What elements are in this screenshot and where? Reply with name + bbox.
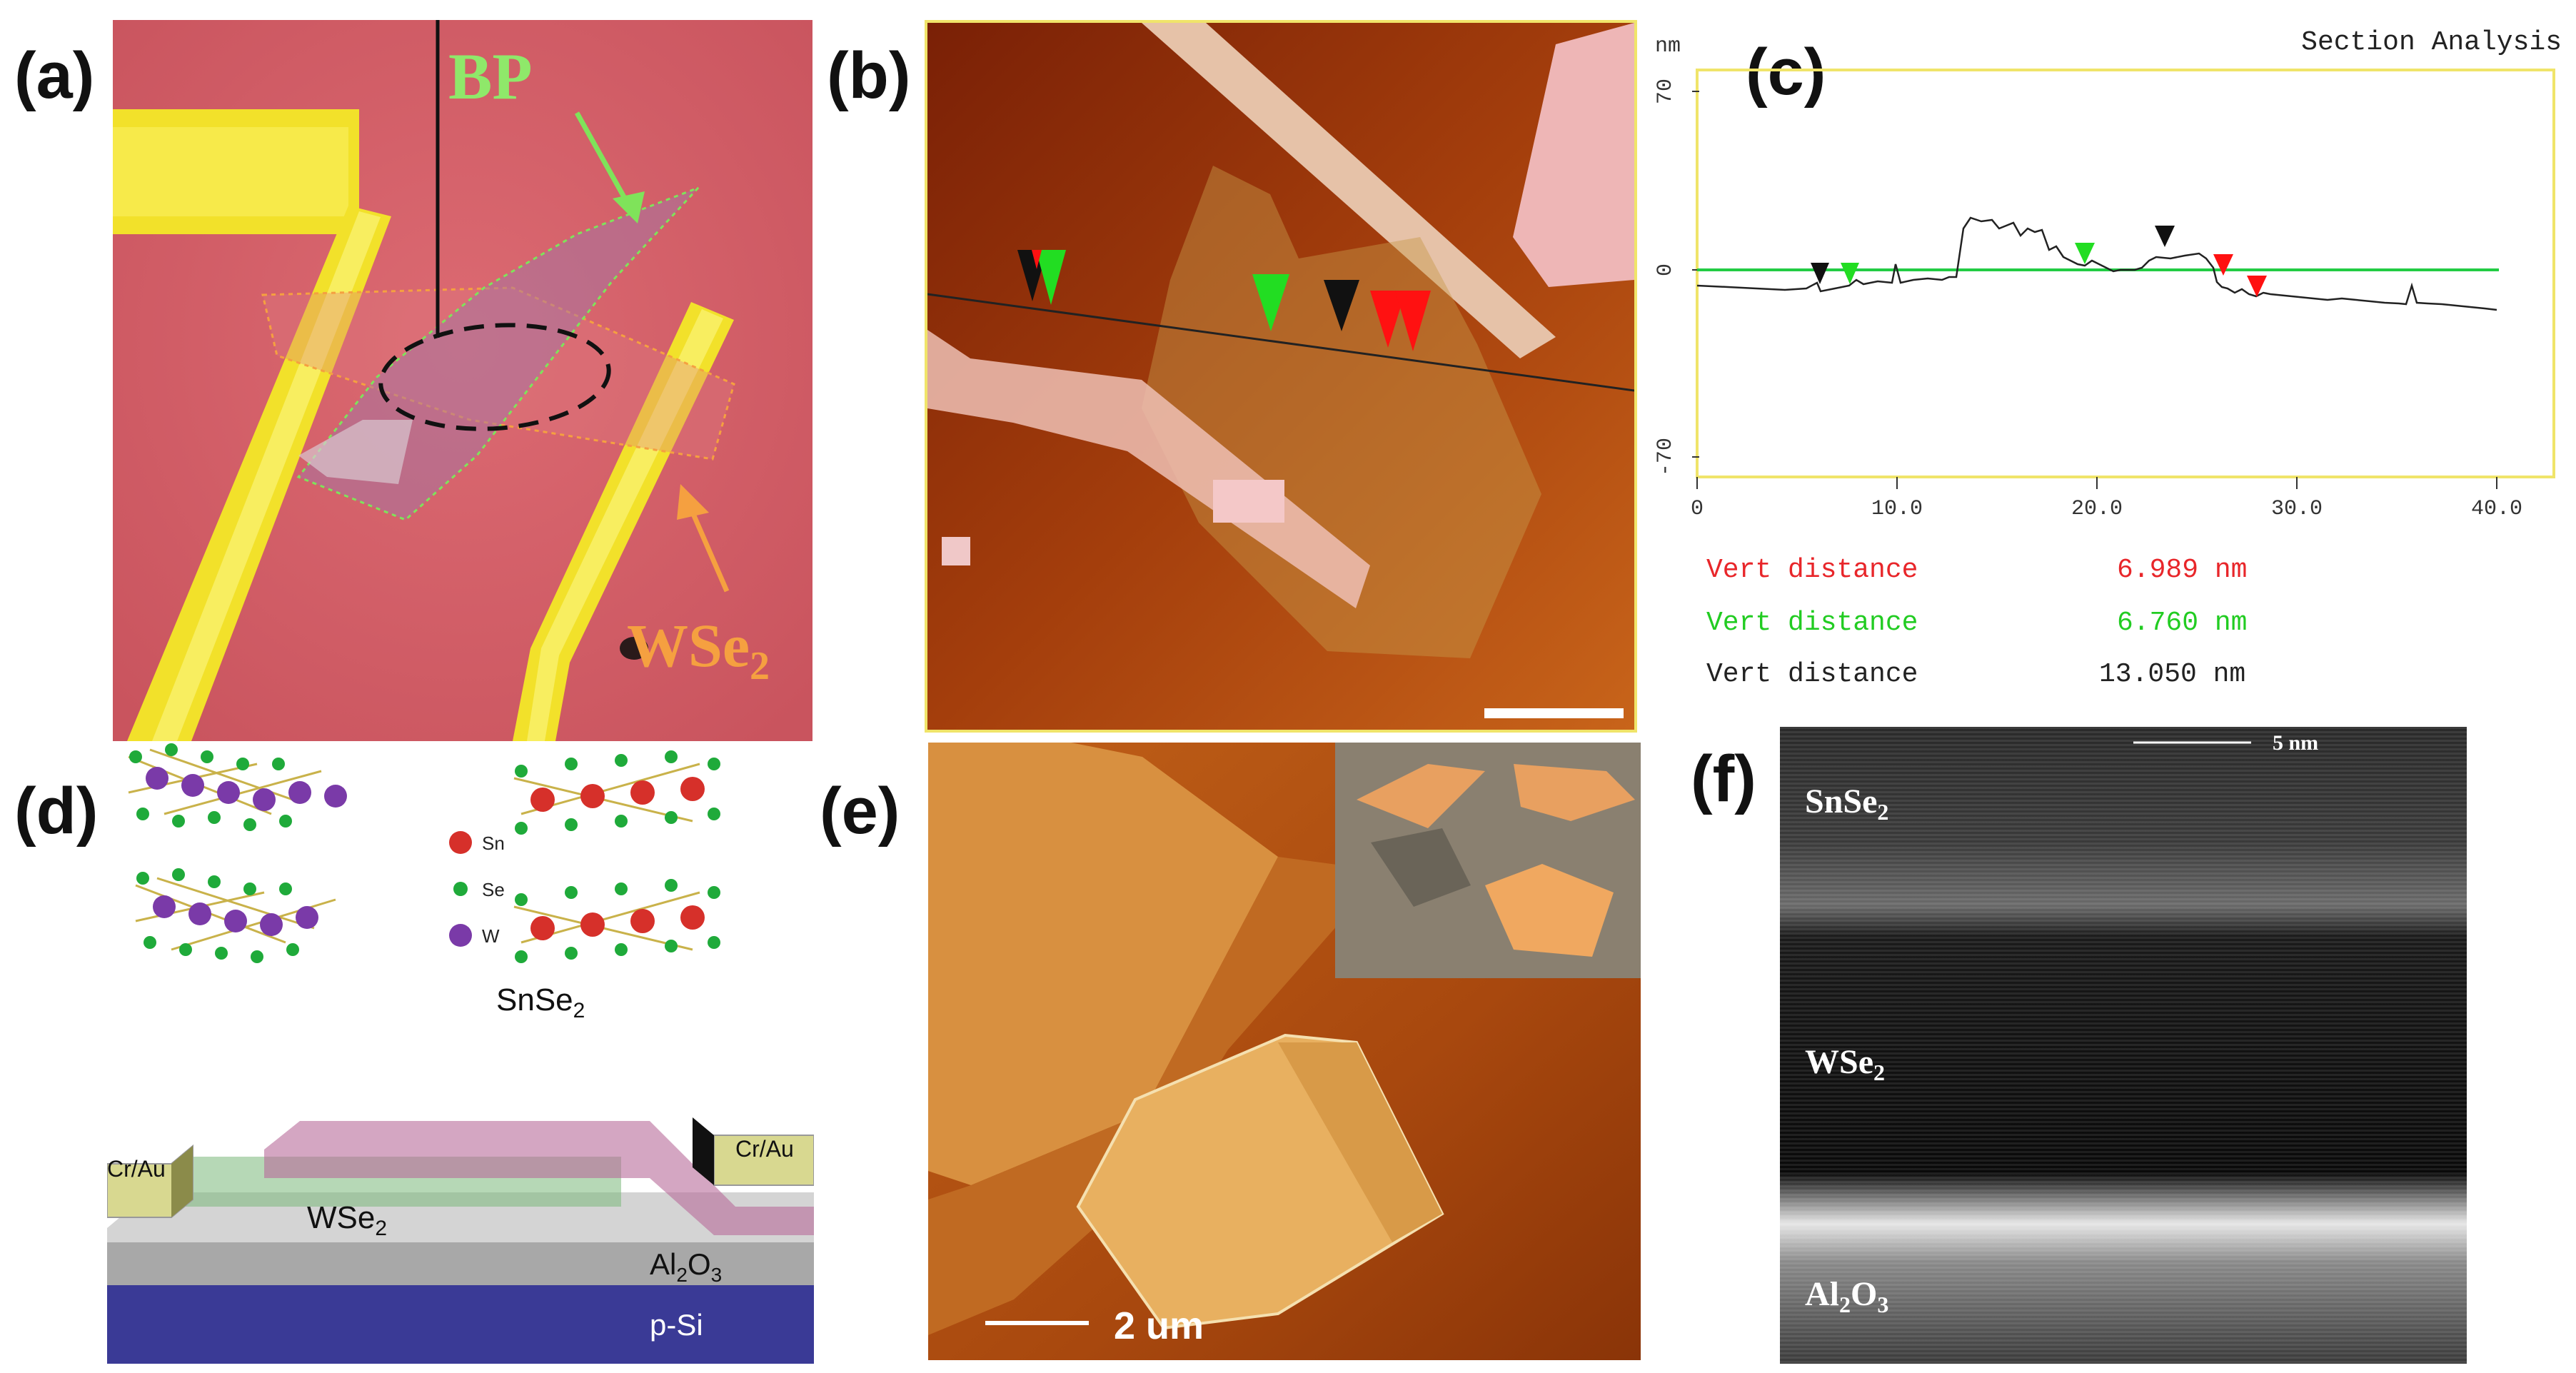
legend-w-dot [449,924,472,947]
x-tick-40: 40.0 [2471,497,2522,521]
panel-a-optical-image: BP WSe2 [113,20,812,741]
se-atoms-snse2 [515,750,720,963]
section-analysis-title: Section Analysis [2301,27,2562,58]
vert-distance-value-green: 6.760 nm [2117,608,2247,638]
panel-a-label: (a) [14,39,95,112]
overlap-region-ellipse [378,323,611,431]
scale-label-f: 5 nm [2273,731,2318,755]
vert-distance-label-black: Vert distance [1706,659,1918,690]
p-si-label: p-Si [650,1308,703,1342]
sn-atoms [530,777,705,940]
flake-diagonal [1142,23,1556,358]
marker-green-2 [1252,274,1289,331]
flake-lower-left [927,330,1370,608]
panel-b-label: (b) [827,39,911,112]
legend-w-label: W [482,925,500,947]
vert-distance-label-green: Vert distance [1706,608,1918,638]
scale-label-e: 2 um [1114,1304,1204,1347]
profile-marker-black-1 [1811,263,1829,284]
y-unit-label: nm [1655,34,1681,59]
y-tick-70: 70 [1654,79,1678,104]
x-tick-30: 30.0 [2271,497,2323,521]
bp-arrow [574,111,630,203]
plot-frame [1696,69,2555,478]
profile-marker-green-1 [1841,263,1859,284]
panel-c-label: (c) [1746,36,1826,109]
contact-right-label: Cr/Au [735,1136,794,1162]
flake-top-right [1513,23,1634,287]
marker-red-2 [1395,291,1431,351]
marker-black-2 [1324,280,1359,331]
marker-red-1 [1370,291,1406,348]
se-atoms [129,743,299,963]
marker-green-1 [1036,250,1066,305]
wse2-label-d: WSe2 [307,1200,387,1240]
contact-left-label: Cr/Au [107,1156,166,1182]
x-tick-0: 0 [1691,497,1704,521]
afm-topography-e: 2 um [928,743,1641,1360]
x-tick-10: 10.0 [1871,497,1923,521]
profile-marker-green-2 [2075,243,2095,264]
legend-sn-label: Sn [482,833,505,854]
bp-label: BP [448,40,533,113]
x-tick-20: 20.0 [2071,497,2123,521]
al2o3-layer-label: Al2O3 [1805,1275,1888,1317]
panel-f-label: (f) [1691,743,1756,815]
profile-marker-red-2 [2247,276,2267,297]
panel-d-device-schematic: Sn Se W Cr/Au Cr/Au SnSe2 WSe2 Al2O3 p-S… [107,735,814,1364]
snse2-label: SnSe2 [496,982,585,1022]
profile-marker-black-2 [2155,226,2175,247]
panel-f-tem-image: 5 nm SnSe2 WSe2 Al2O3 [1780,727,2467,1364]
panel-e-afm-image: 2 um [928,743,1641,1360]
panel-d-label: (d) [14,775,99,848]
y-tick-neg70: -70 [1654,438,1678,476]
p-si-layer [107,1285,814,1364]
al2o3-layer [107,1242,814,1285]
snse2-layer [264,1121,814,1235]
w-atoms [146,767,347,936]
vert-distance-value-red: 6.989 nm [2117,555,2247,585]
wse2-label: WSe2 [627,611,770,688]
legend-se-label: Se [482,879,505,900]
height-profile [1696,216,2497,311]
profile-marker-red-1 [2213,254,2233,276]
section-profile-chart: nm 70 0 -70 0 10.0 20.0 30.0 40.0 Vert [1654,34,2555,690]
tem-cross-section-f: 5 nm SnSe2 WSe2 Al2O3 [1780,727,2467,1364]
panel-b-afm-image [925,20,1637,733]
section-line [927,293,1634,392]
wse2-layer-label: WSe2 [1805,1043,1885,1085]
legend-sn-dot [449,831,472,854]
legend-se-dot [453,882,468,896]
optical-micrograph-a: BP WSe2 [113,20,812,741]
device-schematic-d: Sn Se W Cr/Au Cr/Au SnSe2 WSe2 Al2O3 p-S… [107,743,814,1364]
vert-distance-value-black: 13.050 nm [2099,659,2245,690]
panel-c-section-analysis: Section Analysis nm 70 0 -70 0 10.0 20.0… [1642,14,2576,714]
y-tick-0: 0 [1654,263,1678,276]
al2o3-label-d: Al2O3 [650,1247,722,1286]
scale-bar-e [985,1321,1089,1325]
scale-bar-b [1484,708,1624,718]
flake-top-left [928,743,1278,1185]
vert-distance-label-red: Vert distance [1706,555,1918,585]
snse2-layer-label: SnSe2 [1805,783,1888,825]
flake-central [1142,166,1541,658]
panel-e-label: (e) [820,775,900,848]
afm-topography-b [927,23,1634,730]
wse2-arrow [688,508,730,593]
